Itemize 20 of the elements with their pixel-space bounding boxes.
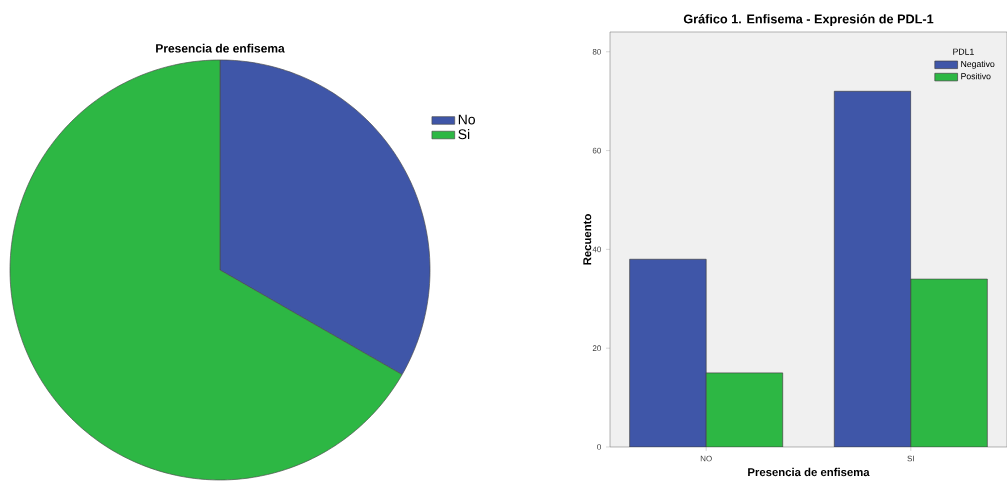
y-tick-label: 0 — [597, 444, 601, 450]
chart-title: Presencia de enfisema — [156, 43, 285, 53]
bar — [705, 372, 784, 447]
y-tick-label: 60 — [592, 147, 601, 154]
x-tick-label: SI — [907, 455, 914, 462]
legend-title: PDL1 — [953, 48, 974, 55]
legend-label: Positivo — [961, 72, 991, 80]
legend-label: Negativo — [961, 60, 995, 69]
x-axis-title: Presencia de enfisema — [748, 467, 870, 477]
bar — [629, 258, 707, 447]
y-tick-label: 20 — [592, 345, 601, 352]
bar — [833, 90, 912, 447]
chart-title: Gráfico 1. Enfisema - Expresión de PDL-1 — [683, 14, 934, 26]
legend-label: Si — [458, 128, 470, 140]
y-tick-label: 80 — [592, 48, 601, 55]
legend-label: No — [458, 114, 475, 125]
y-tick-label: 40 — [592, 246, 601, 253]
y-axis-title: Recuento — [583, 214, 592, 265]
bar — [910, 278, 988, 447]
x-tick-label: NO — [700, 455, 712, 462]
